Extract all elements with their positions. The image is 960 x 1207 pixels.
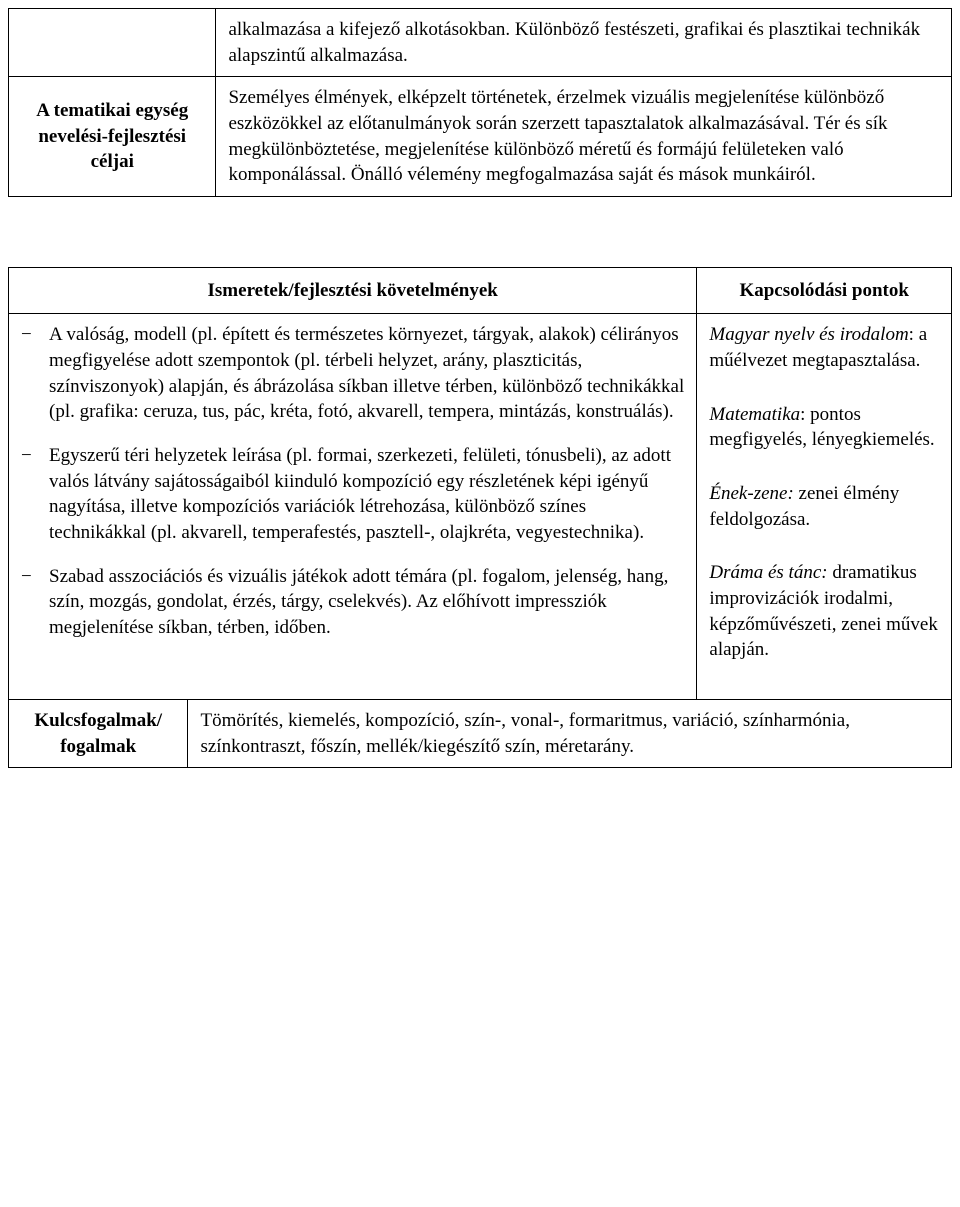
connections-header-text: Kapcsolódási pontok xyxy=(739,280,908,301)
keywords-text: Tömörítés, kiemelés, kompozíció, szín-, … xyxy=(200,710,850,757)
empty-label-cell xyxy=(9,9,216,77)
goals-text: Személyes élmények, elképzelt történetek… xyxy=(228,87,887,185)
requirement-text: Egyszerű téri helyzetek leírása (pl. for… xyxy=(49,445,671,543)
connection-subject: Matematika xyxy=(709,404,800,425)
application-text: alkalmazása a kifejező alkotásokban. Kül… xyxy=(228,19,920,66)
list-item: A valóság, modell (pl. épített és termés… xyxy=(21,322,684,425)
requirement-text: A valóság, modell (pl. épített és termés… xyxy=(49,324,684,422)
connection-subject: Ének-zene: xyxy=(709,483,798,504)
keywords-row: Kulcsfogalmak/ fogalmak Tömörítés, kieme… xyxy=(9,699,952,767)
list-item: Egyszerű téri helyzetek leírása (pl. for… xyxy=(21,443,684,546)
application-text-cell: alkalmazása a kifejező alkotásokban. Kül… xyxy=(216,9,952,77)
table-row: A tematikai egység nevelési-fejlesztési … xyxy=(9,77,952,197)
connection-item: Dráma és tánc: dramatikus improvizációk … xyxy=(709,560,939,663)
requirements-table: Ismeretek/fejlesztési követelmények Kapc… xyxy=(8,267,952,768)
keywords-label: Kulcsfogalmak/ fogalmak xyxy=(34,710,162,757)
goals-text-cell: Személyes élmények, elképzelt történetek… xyxy=(216,77,952,197)
connection-item: Matematika: pontos megfigyelés, lényegki… xyxy=(709,402,939,453)
connection-subject: Magyar nyelv és irodalom xyxy=(709,324,908,345)
connection-subject: Dráma és tánc: xyxy=(709,562,827,583)
requirements-header: Ismeretek/fejlesztési követelmények xyxy=(9,267,697,314)
goals-label: A tematikai egység nevelési-fejlesztési … xyxy=(36,100,188,172)
keywords-label-cell: Kulcsfogalmak/ fogalmak xyxy=(9,700,188,767)
keywords-text-cell: Tömörítés, kiemelés, kompozíció, szín-, … xyxy=(188,700,951,767)
list-item: Szabad asszociációs és vizuális játékok … xyxy=(21,564,684,641)
table-row: Kulcsfogalmak/ fogalmak Tömörítés, kieme… xyxy=(9,699,952,767)
requirements-body-cell: A valóság, modell (pl. épített és termés… xyxy=(9,314,697,699)
requirements-list: A valóság, modell (pl. épített és termés… xyxy=(21,322,684,640)
table-row: A valóság, modell (pl. épített és termés… xyxy=(9,314,952,699)
connections-body-cell: Magyar nyelv és irodalom: a műélvezet me… xyxy=(697,314,952,699)
table-row: alkalmazása a kifejező alkotásokban. Kül… xyxy=(9,9,952,77)
connection-item: Ének-zene: zenei élmény feldolgozása. xyxy=(709,481,939,532)
objectives-table: alkalmazása a kifejező alkotásokban. Kül… xyxy=(8,8,952,197)
table-row: Ismeretek/fejlesztési követelmények Kapc… xyxy=(9,267,952,314)
connection-item: Magyar nyelv és irodalom: a műélvezet me… xyxy=(709,322,939,373)
goals-label-cell: A tematikai egység nevelési-fejlesztési … xyxy=(9,77,216,197)
requirement-text: Szabad asszociációs és vizuális játékok … xyxy=(49,566,668,638)
connections-header: Kapcsolódási pontok xyxy=(697,267,952,314)
requirements-header-text: Ismeretek/fejlesztési követelmények xyxy=(208,280,498,301)
